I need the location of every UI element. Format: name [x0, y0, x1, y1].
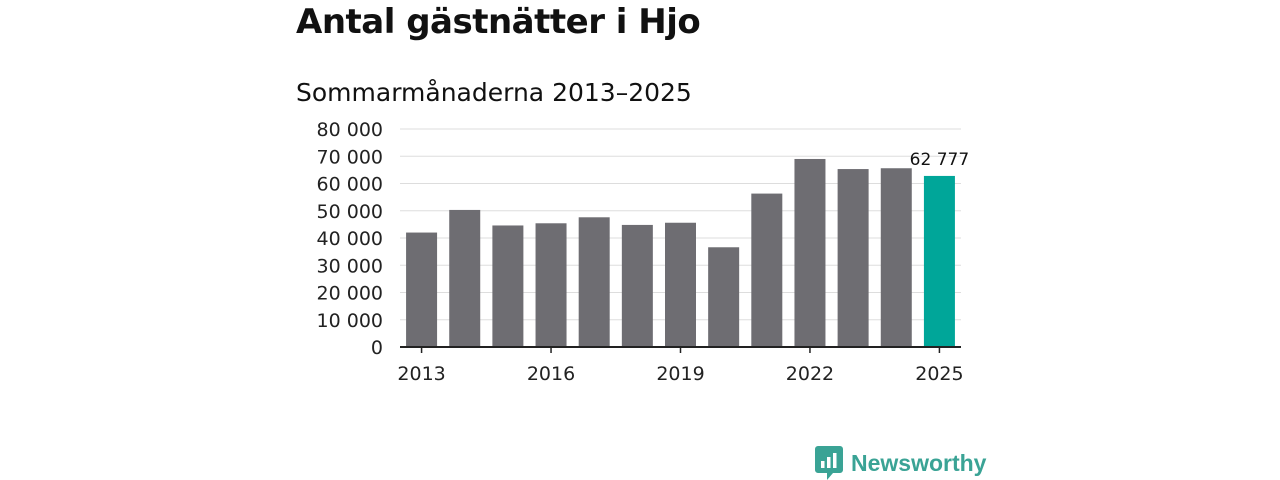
- y-tick-label: 40 000: [317, 228, 383, 250]
- y-tick-label: 20 000: [317, 283, 383, 305]
- bar: [751, 193, 783, 347]
- bar-chart: 0 10 000 20 000 30 000 40 000 50 000 60 000 70 …: [317, 119, 970, 385]
- newsworthy-logo-icon: [815, 446, 843, 480]
- bar: [794, 158, 826, 347]
- bar: [492, 225, 524, 347]
- bar: [621, 224, 653, 347]
- x-tick-label: 2013: [397, 363, 445, 385]
- bar: [880, 168, 912, 347]
- chart-title: Antal gästnätter i Hjo: [296, 2, 701, 42]
- brand-logo: Newsworthy: [815, 446, 986, 480]
- bar: [708, 247, 740, 347]
- y-tick-label: 30 000: [317, 255, 383, 277]
- y-tick-label: 70 000: [317, 146, 383, 168]
- y-tick-label: 60 000: [317, 174, 383, 196]
- x-tick-label: 2019: [656, 363, 704, 385]
- data-label: 62 777: [910, 150, 969, 170]
- brand-name: Newsworthy: [851, 449, 987, 476]
- x-tick-label: 2016: [527, 363, 575, 385]
- bar: [535, 223, 567, 347]
- x-tick-label: 2025: [915, 363, 963, 385]
- bar: [837, 169, 869, 347]
- y-tick-label: 10 000: [317, 310, 383, 332]
- bar: [449, 209, 481, 347]
- bar: [406, 232, 438, 347]
- chart-subtitle: Sommarmånaderna 2013–2025: [296, 78, 692, 107]
- bar: [578, 217, 610, 347]
- x-tick-label: 2022: [786, 363, 834, 385]
- bar-highlight: [923, 175, 955, 347]
- y-tick-label: 80 000: [317, 119, 383, 141]
- bar: [665, 222, 696, 347]
- y-tick-label: 0: [371, 337, 383, 359]
- y-tick-label: 50 000: [317, 201, 383, 223]
